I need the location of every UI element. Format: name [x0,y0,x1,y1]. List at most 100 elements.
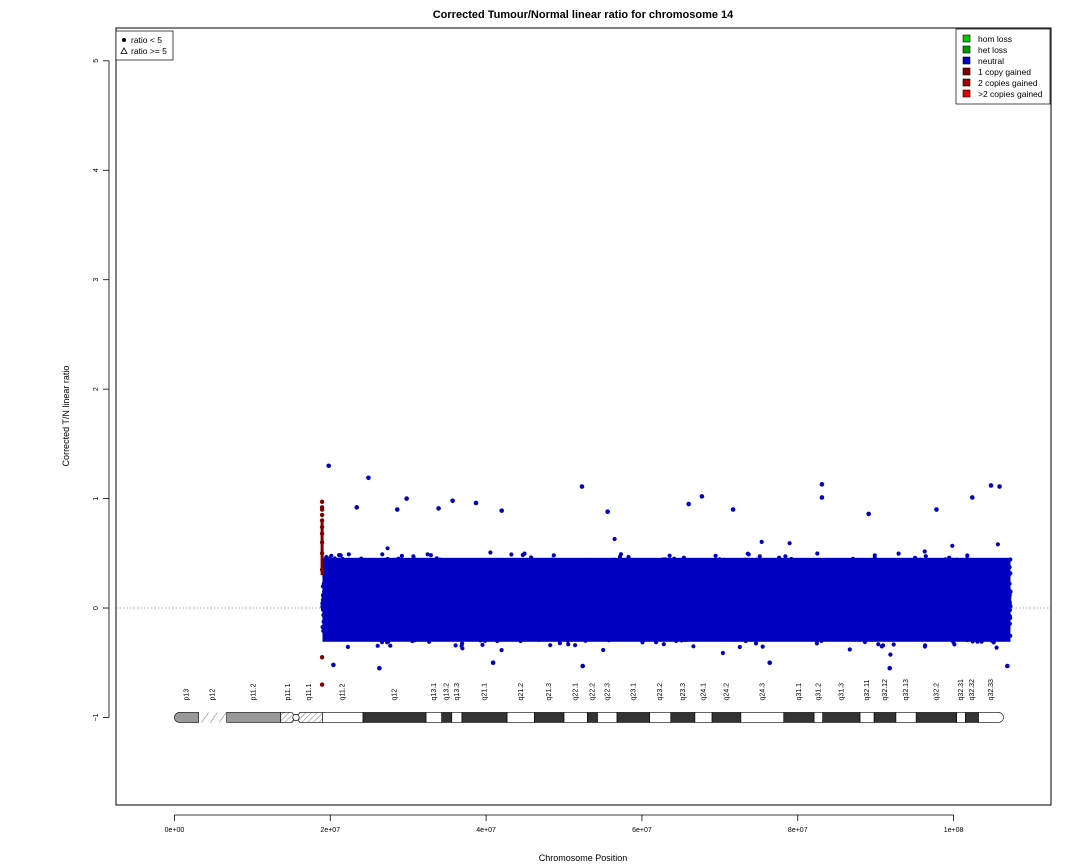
neutral-point [403,631,408,636]
neutral-point [931,573,936,579]
neutral-point [554,606,559,611]
neutral-point [623,626,628,631]
neutral-point [510,620,515,625]
neutral-point [955,619,960,625]
neutral-point [822,580,827,586]
neutral-point [352,576,357,581]
neutral-point [517,592,522,597]
neutral-point [449,636,455,641]
neutral-point [667,553,672,558]
neutral-point [672,571,677,576]
neutral-point [951,639,956,645]
neutral-point [648,630,653,635]
neutral-point [443,578,448,583]
neutral-point [447,569,452,574]
neutral-point [570,597,575,602]
neutral-point [468,609,473,614]
neutral-point [899,606,905,611]
neutral-point [601,600,606,606]
neutral-point [983,572,988,577]
neutral-point [648,563,653,568]
neutral-point [480,642,485,648]
neutral-point [939,618,945,624]
neutral-point [687,615,692,620]
neutral-point [793,629,798,634]
neutral-point [359,556,364,561]
neutral-point [528,603,533,608]
neutral-point [1001,625,1006,630]
neutral-point [425,576,430,581]
neutral-point [679,638,684,643]
neutral-point [661,569,666,574]
neutral-point [324,555,329,560]
neutral-point [786,637,791,642]
neutral-point [820,622,826,628]
neutral-point [450,593,455,598]
neutral-point [486,581,491,586]
neutral-point [970,584,975,589]
neutral-point [390,611,395,616]
neutral-point [551,568,556,573]
neutral-point [1004,613,1009,618]
neutral-point [919,564,925,569]
neutral-point [880,602,885,607]
neutral-point [546,629,551,635]
neutral-point [586,572,591,577]
neutral-point [587,583,593,588]
neutral-point [695,619,700,624]
neutral-point [364,585,369,590]
neutral-point [439,614,444,620]
neutral-point [741,567,746,572]
neutral-point [578,637,583,642]
neutral-point [895,578,900,583]
neutral-point [478,638,483,643]
neutral-point [583,633,588,638]
neutral-point [819,569,824,574]
neutral-point [974,635,979,640]
neutral-points [320,463,1013,671]
neutral-point [889,627,894,632]
neutral-point [844,630,849,635]
neutral-point [899,611,904,617]
neutral-point [811,620,816,625]
neutral-point [1004,609,1009,615]
neutral-point [807,595,812,600]
neutral-point [954,557,959,562]
neutral-point [759,539,764,545]
neutral-point [468,575,473,580]
neutral-point [933,561,938,566]
neutral-point [961,608,966,613]
neutral-point [994,628,1000,633]
neutral-point [586,614,591,620]
neutral-point [840,575,846,580]
neutral-point [768,595,773,600]
neutral-point [324,618,329,623]
neutral-point [562,619,568,624]
neutral-point [697,635,702,640]
neutral-point [611,635,617,640]
neutral-point [742,557,748,562]
neutral-point [427,639,432,644]
neutral-point [529,555,534,560]
neutral-point [713,553,718,558]
neutral-point [480,577,485,582]
neutral-point [450,596,455,601]
neutral-point [590,563,595,568]
neutral-point [474,565,479,570]
neutral-point [396,556,401,561]
neutral-point [685,560,690,565]
neutral-point [973,575,979,580]
neutral-point [668,569,673,574]
neutral-point [570,578,576,583]
neutral-point [562,565,567,570]
neutral-point [412,586,417,591]
neutral-point [475,580,480,585]
neutral-point [843,570,848,576]
neutral-point [396,566,401,571]
neutral-point [418,563,423,568]
neutral-point [885,617,890,622]
neutral-point [960,578,966,584]
neutral-point [762,562,767,568]
neutral-point [398,630,403,635]
neutral-point [515,630,520,635]
